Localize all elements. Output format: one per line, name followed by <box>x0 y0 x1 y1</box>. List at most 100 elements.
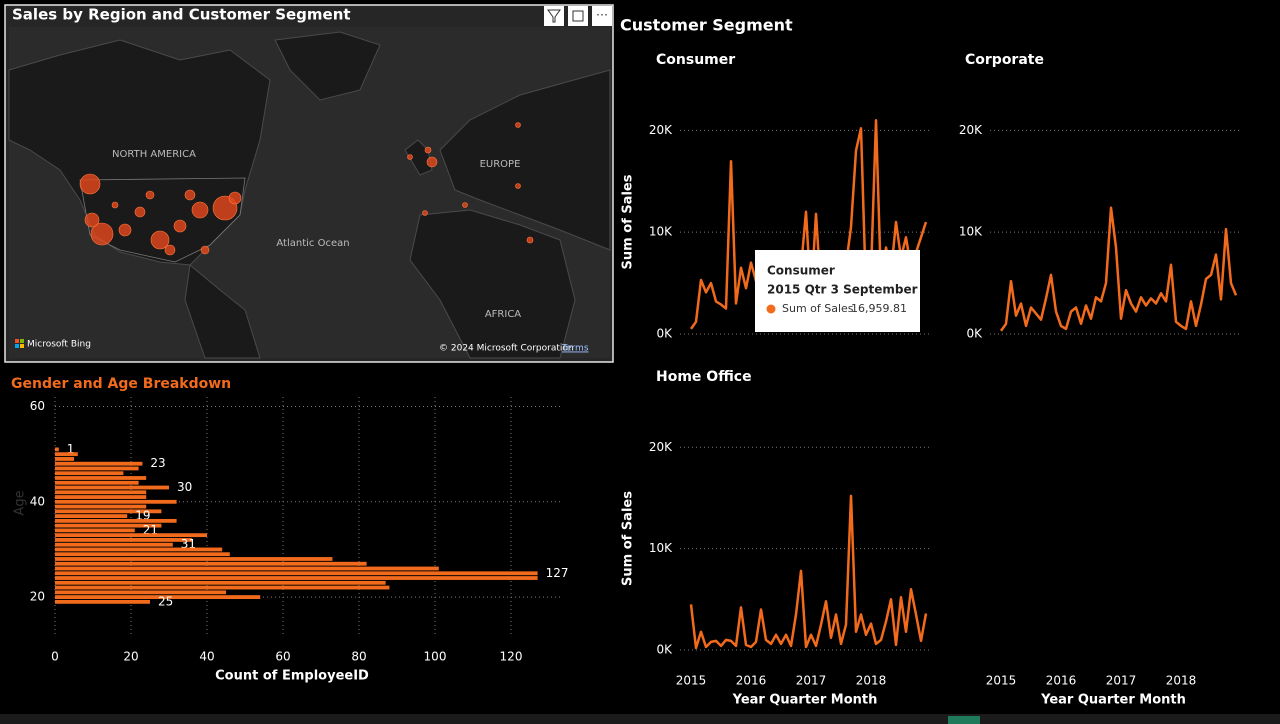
logo-square <box>20 339 24 343</box>
section-title: Customer Segment <box>620 16 793 35</box>
map-bubble[interactable] <box>184 189 196 201</box>
bar <box>55 466 139 471</box>
map-bubble[interactable] <box>515 122 521 128</box>
bar <box>55 471 124 476</box>
bar <box>55 476 147 480</box>
y-tick-label: 10K <box>649 541 673 555</box>
x-axis-title: Count of EmployeeID <box>215 669 369 684</box>
map-title: Sales by Region and Customer Segment <box>12 6 351 24</box>
x-tick-label: 2017 <box>796 674 827 688</box>
bar <box>55 504 147 509</box>
filter-glyph <box>547 9 561 23</box>
map-bubble[interactable] <box>118 223 132 237</box>
map-bubble[interactable] <box>426 156 438 168</box>
map-bubble[interactable] <box>111 201 119 209</box>
line <box>999 206 1238 332</box>
bar <box>55 457 74 461</box>
bar <box>55 542 173 547</box>
x-tick-label: 2016 <box>736 674 767 688</box>
map-bubble[interactable] <box>424 146 432 154</box>
x-tick-label: 2015 <box>676 674 707 688</box>
y-tick-label: 20K <box>649 123 673 137</box>
map-bubble[interactable] <box>134 206 146 218</box>
tooltip-value: 16,959.81 <box>851 302 907 315</box>
bar <box>55 499 177 504</box>
more-icon[interactable] <box>592 6 612 26</box>
bar <box>55 461 143 466</box>
y-tick-label: 0K <box>656 643 673 657</box>
map-panel: Sales by Region and Customer Segment ⋯ N… <box>4 4 614 363</box>
x-tick-label: 120 <box>500 650 523 664</box>
map-bubble[interactable] <box>191 201 209 219</box>
bar <box>55 452 78 457</box>
bar <box>55 576 538 580</box>
bar <box>55 538 192 542</box>
bing-logo <box>15 339 24 348</box>
data-label: 23 <box>150 456 165 470</box>
map-bubbles <box>79 122 534 256</box>
bar <box>55 566 439 571</box>
map-bubble[interactable] <box>164 244 176 256</box>
bar <box>55 595 261 599</box>
data-label: 127 <box>546 566 569 580</box>
y-tick-label: 40 <box>30 494 45 508</box>
bar <box>55 509 162 514</box>
bar <box>55 533 207 538</box>
land-greenland <box>274 31 381 101</box>
chart-title: Corporate <box>965 52 1044 68</box>
bar <box>55 580 386 585</box>
x-tick-label: 2017 <box>1106 674 1137 688</box>
x-tick-label: 2018 <box>856 674 887 688</box>
chart-title: Consumer <box>656 52 735 68</box>
bar <box>55 599 150 604</box>
logo-square <box>15 344 19 348</box>
bar <box>55 528 135 533</box>
bar <box>55 557 333 561</box>
bar <box>55 480 139 485</box>
bar <box>55 590 226 595</box>
tooltip-dot <box>766 304 776 314</box>
map-label: EUROPE <box>480 159 521 170</box>
line <box>689 494 928 650</box>
x-tick-label: 60 <box>275 650 290 664</box>
map-terms[interactable]: Terms <box>561 344 589 354</box>
x-tick-label: 2015 <box>986 674 1017 688</box>
map-bubble[interactable] <box>145 190 155 200</box>
y-axis-title: Sum of Sales <box>621 174 636 269</box>
bar <box>55 552 230 557</box>
tooltip-box <box>755 250 920 332</box>
map-bubble[interactable] <box>150 230 170 250</box>
y-tick-label: 20 <box>30 590 45 604</box>
map-bubble[interactable] <box>173 219 187 233</box>
map-bubble[interactable] <box>84 212 100 228</box>
x-tick-label: 80 <box>351 650 366 664</box>
map-bubble[interactable] <box>515 183 521 189</box>
map-bubble[interactable] <box>422 210 428 216</box>
map-bubble[interactable] <box>79 173 101 195</box>
focus-icon[interactable] <box>568 6 588 26</box>
tooltip-title: Consumer <box>767 264 835 278</box>
y-tick-label: 20K <box>959 123 983 137</box>
y-tick-label: 60 <box>30 399 45 413</box>
logo-square <box>20 344 24 348</box>
map-bubble[interactable] <box>228 191 242 205</box>
logo-square <box>15 339 19 343</box>
map-bubble[interactable] <box>462 202 468 208</box>
map-bubble[interactable] <box>200 245 210 255</box>
chart-title: Home Office <box>656 369 752 385</box>
map-brand: Microsoft Bing <box>27 340 91 350</box>
tooltip: Consumer 2015 Qtr 3 September Sum of Sal… <box>755 250 920 332</box>
filter-icon[interactable] <box>544 6 564 26</box>
land-south-america <box>184 264 261 359</box>
map-bubble[interactable] <box>90 222 114 246</box>
bar <box>55 490 147 495</box>
y-axis-title: Age <box>13 490 28 515</box>
data-label: 30 <box>177 480 192 494</box>
map-bubble[interactable] <box>526 236 534 244</box>
bar <box>55 547 223 552</box>
focus-glyph <box>572 10 584 22</box>
map-bubble[interactable] <box>407 154 413 160</box>
map-label: NORTH AMERICA <box>112 149 196 160</box>
